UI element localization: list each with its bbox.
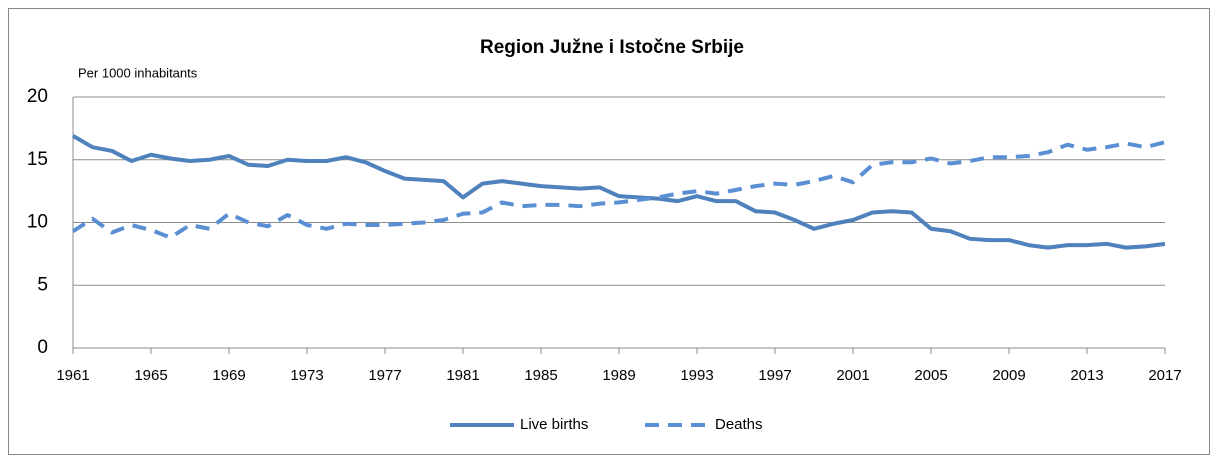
- x-tick-label: 2005: [914, 367, 947, 384]
- chart-title: Region Južne i Istočne Srbije: [480, 37, 744, 58]
- x-tick-label: 1965: [134, 367, 167, 384]
- x-tick-label: 2001: [836, 367, 869, 384]
- x-tick-label: 1973: [290, 367, 323, 384]
- x-tick-label: 1989: [602, 367, 635, 384]
- legend-label: Deaths: [715, 416, 763, 433]
- y-tick-label: 15: [27, 149, 48, 170]
- y-axis-label: Per 1000 inhabitants: [78, 65, 198, 80]
- series-line: [71, 134, 1166, 250]
- x-tick-label: 1961: [56, 367, 89, 384]
- x-tick-label: 1997: [758, 367, 791, 384]
- chart-border: [8, 8, 1210, 455]
- y-tick-label: 10: [27, 212, 48, 233]
- x-tick-label: 2017: [1148, 367, 1181, 384]
- x-tick-label: 1993: [680, 367, 713, 384]
- series-line: [71, 140, 1166, 240]
- x-tick-label: 1969: [212, 367, 245, 384]
- y-tick-label: 0: [37, 337, 48, 358]
- x-tick-label: 1981: [446, 367, 479, 384]
- x-tick-label: 2013: [1070, 367, 1103, 384]
- x-tick-label: 2009: [992, 367, 1025, 384]
- x-tick-label: 1977: [368, 367, 401, 384]
- y-tick-label: 20: [27, 86, 48, 107]
- legend-label: Live births: [520, 416, 588, 433]
- x-tick-label: 1985: [524, 367, 557, 384]
- y-tick-label: 5: [37, 274, 48, 295]
